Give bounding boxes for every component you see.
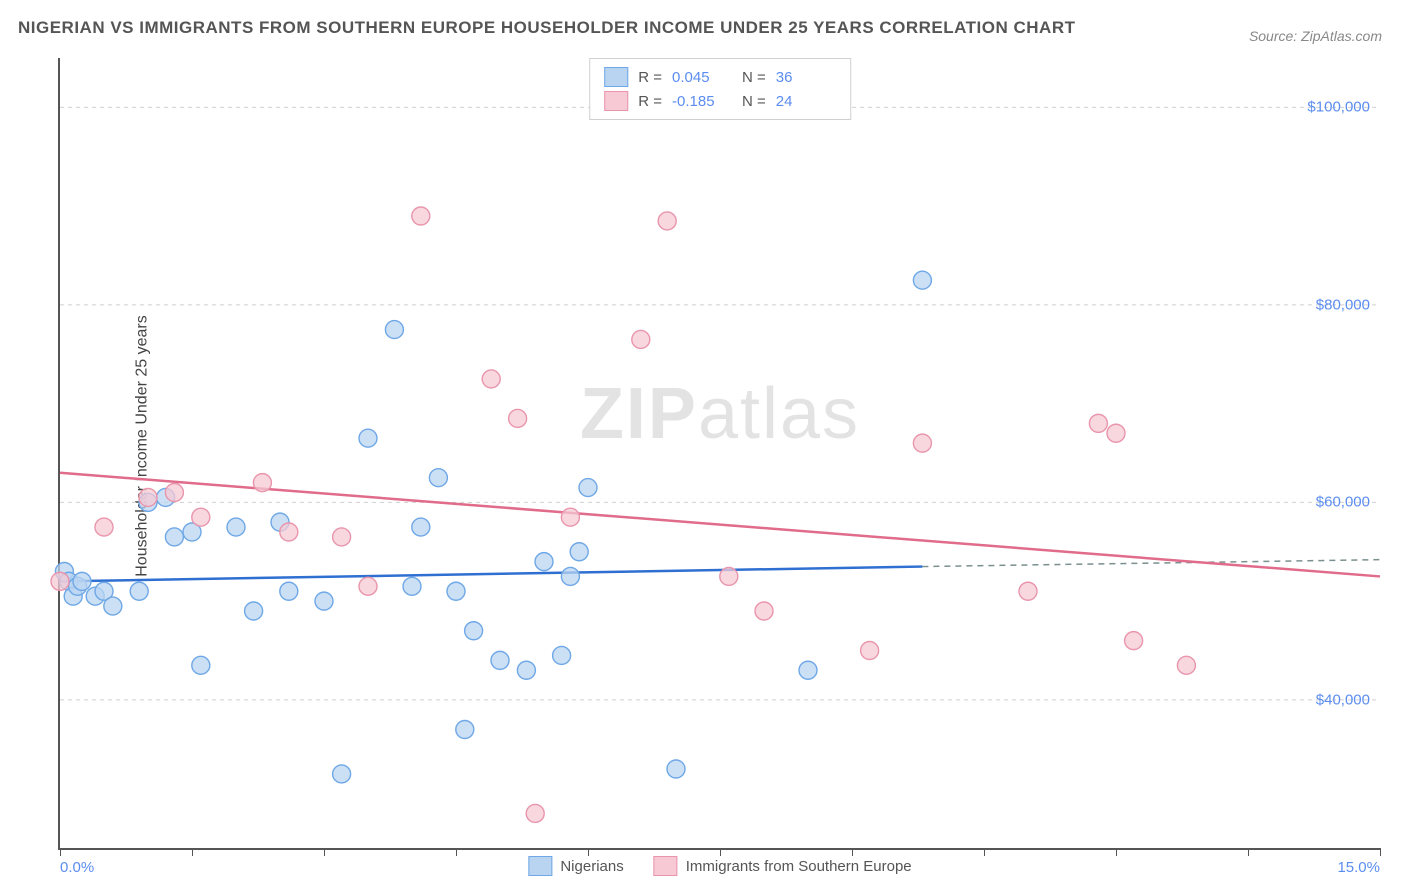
x-tick <box>720 848 721 856</box>
data-point <box>667 760 685 778</box>
data-point <box>412 207 430 225</box>
data-point <box>385 321 403 339</box>
legend-row-series1: R = 0.045 N = 36 <box>604 65 836 89</box>
data-point <box>315 592 333 610</box>
data-point <box>280 523 298 541</box>
x-tick <box>1248 848 1249 856</box>
y-tick-label: $80,000 <box>1316 296 1370 313</box>
chart-container: NIGERIAN VS IMMIGRANTS FROM SOUTHERN EUR… <box>0 0 1406 892</box>
data-point <box>245 602 263 620</box>
y-tick-label: $60,000 <box>1316 494 1370 511</box>
r-label: R = <box>638 69 662 86</box>
data-point <box>913 271 931 289</box>
x-tick <box>324 848 325 856</box>
y-tick-label: $40,000 <box>1316 691 1370 708</box>
data-point <box>104 597 122 615</box>
data-point <box>227 518 245 536</box>
x-tick <box>852 848 853 856</box>
data-point <box>165 484 183 502</box>
data-point <box>447 582 465 600</box>
data-point <box>192 508 210 526</box>
x-axis-min-label: 0.0% <box>60 859 94 876</box>
data-point <box>465 622 483 640</box>
source-attribution: Source: ZipAtlas.com <box>1249 28 1382 44</box>
data-point <box>579 479 597 497</box>
n-value-series1: 36 <box>776 69 836 86</box>
data-point <box>517 661 535 679</box>
data-point <box>509 409 527 427</box>
data-point <box>561 567 579 585</box>
data-point <box>192 656 210 674</box>
data-point <box>658 212 676 230</box>
series-legend: Nigerians Immigrants from Southern Europ… <box>528 856 911 876</box>
data-point <box>403 577 421 595</box>
data-point <box>456 721 474 739</box>
data-point <box>253 474 271 492</box>
data-point <box>51 572 69 590</box>
data-point <box>570 543 588 561</box>
data-point <box>1177 656 1195 674</box>
trend-line <box>60 567 922 582</box>
r-label: R = <box>638 93 662 110</box>
data-point <box>861 642 879 660</box>
swatch-series1 <box>604 67 628 87</box>
x-tick <box>1380 848 1381 856</box>
swatch-series2 <box>604 91 628 111</box>
legend-label-series2: Immigrants from Southern Europe <box>686 858 912 875</box>
n-label: N = <box>742 93 766 110</box>
legend-label-series1: Nigerians <box>560 858 623 875</box>
data-point <box>280 582 298 600</box>
data-point <box>412 518 430 536</box>
data-point <box>333 528 351 546</box>
x-tick <box>192 848 193 856</box>
data-point <box>491 651 509 669</box>
x-tick <box>60 848 61 856</box>
data-point <box>482 370 500 388</box>
x-tick <box>984 848 985 856</box>
data-point <box>535 553 553 571</box>
n-label: N = <box>742 69 766 86</box>
data-point <box>1125 632 1143 650</box>
legend-row-series2: R = -0.185 N = 24 <box>604 89 836 113</box>
data-point <box>359 429 377 447</box>
data-point <box>359 577 377 595</box>
x-tick <box>456 848 457 856</box>
data-point <box>799 661 817 679</box>
legend-item-series2: Immigrants from Southern Europe <box>654 856 912 876</box>
legend-item-series1: Nigerians <box>528 856 623 876</box>
data-point <box>95 518 113 536</box>
data-point <box>333 765 351 783</box>
plot-area: ZIPatlas $40,000$60,000$80,000$100,000 0… <box>58 58 1380 850</box>
data-point <box>1107 424 1125 442</box>
x-axis-max-label: 15.0% <box>1337 859 1380 876</box>
r-value-series1: 0.045 <box>672 69 732 86</box>
plot-svg <box>60 58 1380 848</box>
data-point <box>553 646 571 664</box>
trend-line-extrapolated <box>922 560 1380 567</box>
r-value-series2: -0.185 <box>672 93 732 110</box>
data-point <box>1019 582 1037 600</box>
y-tick-label: $100,000 <box>1307 99 1370 116</box>
data-point <box>429 469 447 487</box>
data-point <box>561 508 579 526</box>
data-point <box>73 572 91 590</box>
data-point <box>130 582 148 600</box>
swatch-series2-bottom <box>654 856 678 876</box>
chart-title: NIGERIAN VS IMMIGRANTS FROM SOUTHERN EUR… <box>18 18 1076 38</box>
data-point <box>139 488 157 506</box>
data-point <box>913 434 931 452</box>
correlation-legend: R = 0.045 N = 36 R = -0.185 N = 24 <box>589 58 851 120</box>
data-point <box>720 567 738 585</box>
data-point <box>632 330 650 348</box>
swatch-series1-bottom <box>528 856 552 876</box>
data-point <box>1089 414 1107 432</box>
n-value-series2: 24 <box>776 93 836 110</box>
data-point <box>526 804 544 822</box>
x-tick <box>588 848 589 856</box>
data-point <box>755 602 773 620</box>
x-tick <box>1116 848 1117 856</box>
data-point <box>165 528 183 546</box>
